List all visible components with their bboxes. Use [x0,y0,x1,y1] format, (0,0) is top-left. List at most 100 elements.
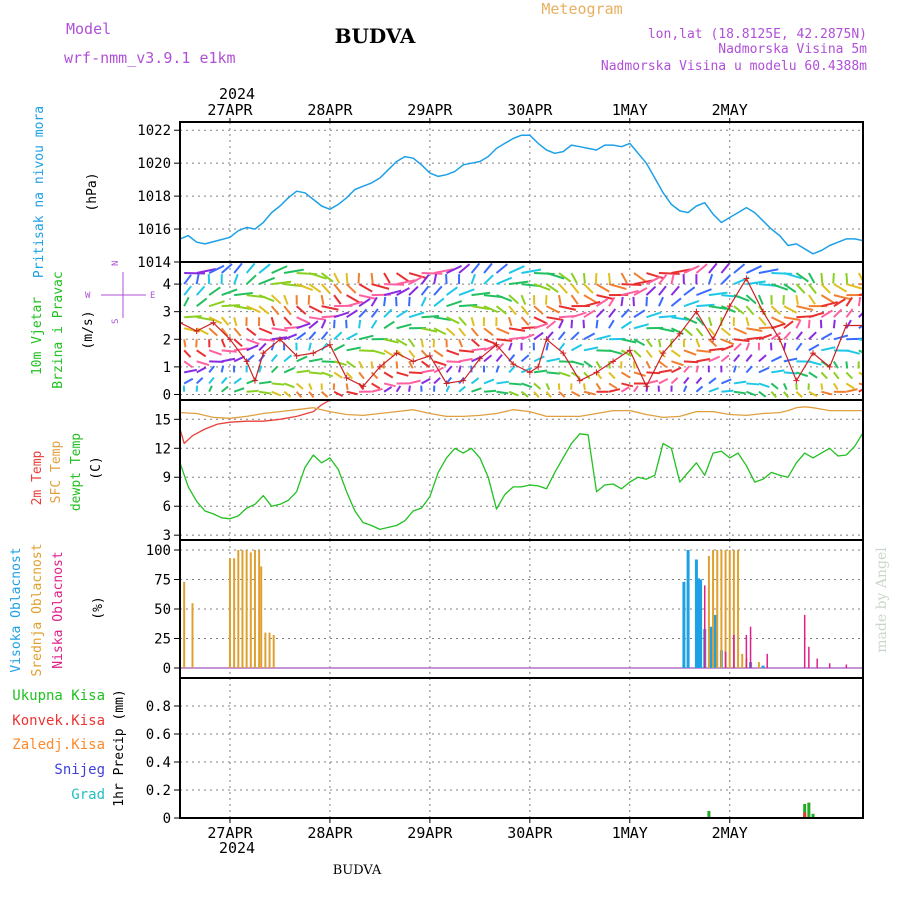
wind-arrow-587 [783,391,790,399]
wind-arrow-356 [546,357,561,363]
wind-arrow-157 [345,283,357,294]
wind-arrow-92 [270,354,278,362]
wind-arrow-451 [645,349,653,359]
wind-arrow-397 [595,283,610,293]
wind-arrow-653 [858,324,863,330]
wind-speed-marker-35 [726,303,733,310]
wind-arrow-341 [533,322,549,330]
wind-arrow-181 [371,283,390,290]
wind-arrow-380 [571,360,585,366]
wind-arrow-495 [696,303,715,308]
wind-arrow-487 [683,349,697,356]
compass-east: E [150,291,155,301]
wind-arrow-170 [358,294,377,300]
wind-arrow-317 [508,327,526,332]
wind-arrow-279 [471,305,490,310]
wind-arrow-456 [658,272,680,275]
wind-arrow-354 [545,331,554,340]
wind-arrow-270 [458,338,464,348]
wind-arrow-314 [508,294,519,305]
wind-arrow-585 [783,371,798,375]
wind-arrow-597 [796,371,809,378]
wind-arrow-134 [320,294,325,305]
wind-unit: (m/s) [81,310,96,349]
wind-arrow-29 [208,327,218,337]
wind-arrow-574 [770,382,779,390]
wind-arrow-357 [546,371,560,375]
wind-arrow-606 [808,331,817,340]
wind-arrow-446 [645,285,657,296]
y-tick-label-1-4: 4 [163,277,171,293]
wind-arrow-369 [558,371,571,378]
wind-arrow-543 [745,305,755,316]
wind-arrow-649 [858,283,863,286]
wind-arrow-6 [183,339,187,348]
wind-arrow-73 [258,276,276,286]
wind-arrow-169 [358,283,373,293]
wind-arrow-644 [845,361,849,369]
wind-arrow-550 [746,382,760,386]
wind-arrow-190 [371,382,381,390]
wind-arrow-3 [183,296,190,307]
wind-arrow-457 [658,274,668,285]
wind-arrow-137 [320,319,327,329]
wind-arrow-271 [458,349,475,353]
wind-arrow-220 [408,311,425,319]
wind-arrow-475 [670,349,681,358]
wind-arrow-643 [846,349,861,355]
wind-arrow-616 [820,309,833,319]
wind-arrow-490 [683,376,690,385]
wind-speed-marker-41 [826,363,833,370]
wind-arrow-87 [270,305,280,316]
wind-arrow-627 [833,298,846,308]
wind-arrow-480 [683,265,700,274]
wind-speed-marker-7 [276,336,283,343]
wind-arrow-49 [233,273,239,285]
wind-arrow-100 [283,316,293,326]
wind-speed-marker-42 [843,322,850,329]
wind-arrow-65 [246,327,257,337]
wind-arrow-527 [721,389,734,393]
wind-arrow-310 [496,380,509,385]
wind-arrow-460 [658,314,677,319]
wind-speed-marker-40 [810,350,817,357]
y-tick-label-3-2: 50 [154,602,171,618]
wind-arrow-392 [583,360,593,369]
y-tick-label-2-2: 9 [163,470,171,486]
wind-arrow-248 [433,360,447,367]
wind-arrow-376 [571,311,587,319]
wind-arrow-196 [383,308,393,318]
wind-arrow-257 [445,327,456,337]
panel-frame-4 [179,677,864,819]
station-title: BUDVA [335,24,416,48]
wind-speed-marker-38 [776,336,783,343]
wind-arrow-146 [333,294,342,305]
wind-arrow-145 [333,283,343,295]
wind-arrow-48 [233,262,243,274]
wind-arrow-278 [471,291,491,297]
y-tick-label-4-0: 0 [163,811,171,827]
wind-arrow-366 [558,331,566,340]
wind-arrow-464 [658,360,668,369]
model-name: wrf-nmm_v3.9.1 e1km [64,49,236,67]
wind-arrow-459 [658,296,664,307]
axes-layer: 1014101610181020102201234369121502550751… [137,118,864,827]
wind-arrow-90 [271,336,288,341]
wind-speed-marker-4 [243,358,250,365]
wind-arrow-387 [583,300,601,308]
wind-arrow-81 [258,365,263,373]
wind-arrow-521 [720,327,731,337]
wind-arrow-576 [783,272,803,280]
wind-arrow-82 [258,380,272,385]
wind-arrow-646 [845,382,855,390]
wind-arrow-378 [570,331,580,341]
wind-arrow-215 [395,385,402,393]
wind-arrow-640 [845,308,854,318]
wind-arrow-645 [845,371,853,380]
y-tick-label-0-3: 1020 [137,156,171,172]
wind-arrow-10 [183,377,194,385]
wind-arrow-260 [446,360,461,364]
wind-arrow-523 [721,344,734,352]
wind-arrow-269 [458,327,467,337]
wind-arrow-584 [783,357,798,363]
